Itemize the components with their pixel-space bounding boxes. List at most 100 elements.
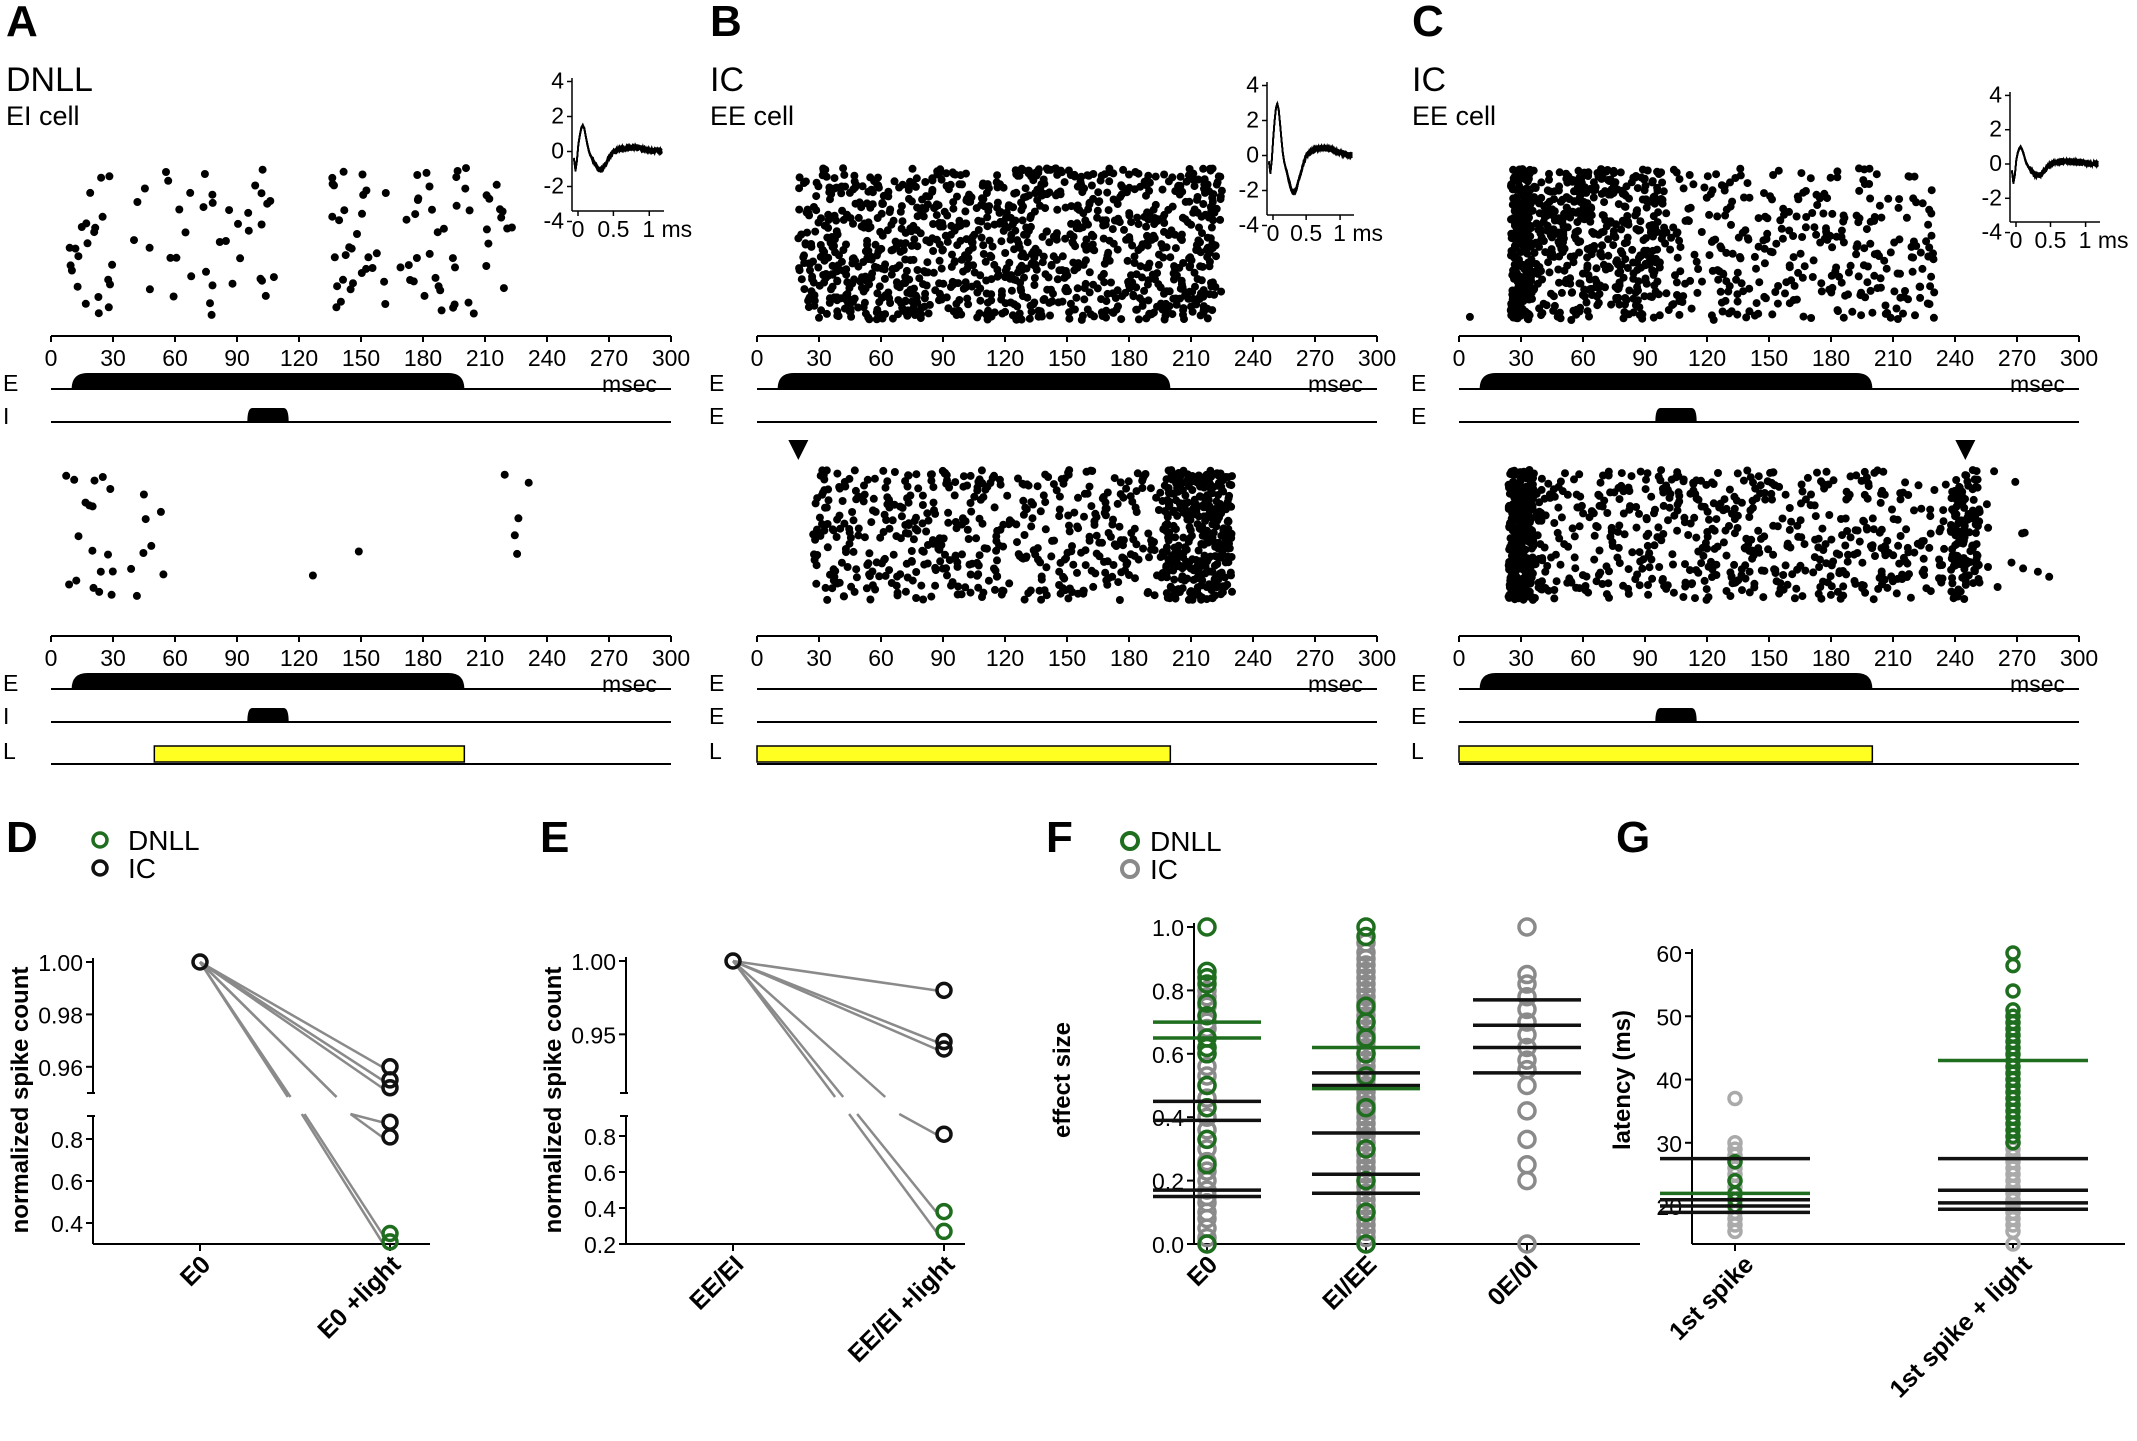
x-tick-label: 30 bbox=[806, 645, 832, 671]
spike-dot bbox=[1528, 569, 1537, 578]
spike-dot bbox=[1604, 176, 1613, 184]
x-tick-label: 30 bbox=[100, 345, 126, 371]
spike-dot bbox=[1968, 485, 1977, 494]
spike-dot bbox=[335, 216, 344, 225]
spike-dot bbox=[328, 173, 337, 182]
spike-dot bbox=[1137, 243, 1146, 252]
spike-dot bbox=[269, 273, 278, 282]
x-tick-label: 240 bbox=[528, 645, 566, 671]
spike-dot bbox=[1726, 568, 1735, 577]
spike-dot bbox=[411, 210, 420, 219]
spike-dot bbox=[1020, 193, 1028, 202]
spike-dot bbox=[889, 550, 898, 559]
spike-dot bbox=[1924, 220, 1933, 229]
spike-dot bbox=[1716, 499, 1725, 508]
data-point-ic bbox=[1356, 1215, 1376, 1235]
x-tick-label: 30 bbox=[806, 345, 832, 371]
spike-dot bbox=[524, 478, 533, 487]
y-tick-label: 1.00 bbox=[571, 949, 616, 975]
spike-dot bbox=[1614, 200, 1623, 209]
spike-dot bbox=[811, 227, 820, 236]
spike-dot bbox=[849, 254, 858, 263]
spike-dot bbox=[816, 531, 825, 540]
spike-dot bbox=[1587, 204, 1596, 213]
spike-dot bbox=[833, 267, 842, 276]
spike-dot bbox=[1058, 252, 1067, 261]
spike-dot bbox=[795, 173, 804, 182]
x-tick-label: EI/EE bbox=[1317, 1250, 1382, 1315]
spike-dot bbox=[1129, 535, 1138, 544]
spike-dot bbox=[1764, 545, 1773, 554]
spike-dot bbox=[1705, 515, 1713, 524]
data-point-ic bbox=[1356, 1145, 1376, 1165]
spike-dot bbox=[469, 309, 478, 318]
spike-dot bbox=[801, 239, 810, 248]
spike-dot bbox=[1889, 551, 1898, 560]
spike-dot bbox=[957, 590, 966, 599]
spike-dot bbox=[1808, 209, 1817, 217]
spike-dot bbox=[1168, 173, 1177, 182]
spike-dot bbox=[1904, 295, 1912, 304]
spike-dot bbox=[1833, 587, 1842, 596]
spike-dot bbox=[1752, 299, 1761, 308]
spike-dot bbox=[1070, 508, 1079, 517]
spike-dot bbox=[951, 553, 960, 562]
spike-dot bbox=[1641, 181, 1650, 190]
spike-dot bbox=[841, 545, 850, 553]
spike-dot bbox=[1123, 558, 1132, 567]
panel-title: IC bbox=[1412, 61, 1446, 99]
spike-dot bbox=[1521, 247, 1529, 256]
y-axis-label: latency (ms) bbox=[1609, 1010, 1636, 1150]
spike-dot bbox=[1038, 189, 1047, 197]
spike-dot bbox=[1052, 486, 1061, 495]
spike-dot bbox=[1085, 288, 1094, 297]
x-tick-label: 60 bbox=[162, 345, 188, 371]
y-tick-label: 50 bbox=[1656, 1004, 1682, 1030]
spike-dot bbox=[1525, 311, 1534, 320]
spike-dot bbox=[1549, 485, 1558, 494]
spike-dot bbox=[1522, 589, 1530, 598]
spike-dot bbox=[1927, 272, 1936, 281]
spike-dot bbox=[1561, 469, 1569, 478]
spike-dot bbox=[1075, 205, 1084, 214]
data-point-ic bbox=[1356, 1196, 1376, 1216]
spike-dot bbox=[961, 583, 970, 592]
spike-dot bbox=[133, 198, 142, 206]
spike-dot bbox=[1113, 499, 1122, 508]
spike-dot bbox=[983, 222, 992, 231]
data-point-ic bbox=[1517, 974, 1537, 994]
spike-dot bbox=[982, 276, 991, 285]
spike-dot bbox=[208, 198, 217, 207]
panel-subtitle: EE cell bbox=[710, 101, 794, 131]
spike-dot bbox=[1604, 471, 1613, 480]
spike-dot bbox=[1026, 212, 1035, 220]
spike-dot bbox=[888, 516, 897, 525]
spike-dot bbox=[1201, 569, 1210, 578]
spike-dot bbox=[1810, 223, 1819, 232]
spike-dot bbox=[929, 483, 938, 492]
spike-dot bbox=[1571, 564, 1580, 573]
spike-dot bbox=[1785, 207, 1793, 216]
spike-dot bbox=[814, 263, 823, 272]
spike-dot bbox=[1776, 216, 1785, 225]
spike-dot bbox=[420, 291, 429, 300]
spike-dot bbox=[414, 194, 423, 203]
spike-dot bbox=[896, 239, 905, 248]
spike-dot bbox=[1007, 286, 1016, 295]
spike-dot bbox=[1940, 544, 1949, 553]
spike-dot bbox=[1162, 287, 1171, 296]
spike-dot bbox=[1697, 559, 1706, 568]
spike-dot bbox=[1916, 282, 1925, 291]
spike-dot bbox=[885, 566, 894, 575]
spike-dot bbox=[1708, 573, 1716, 581]
spike-dot bbox=[1730, 560, 1739, 569]
data-point-ic bbox=[1517, 964, 1537, 985]
spike-dot bbox=[1166, 253, 1175, 262]
spike-dot bbox=[1520, 307, 1528, 316]
spike-dot bbox=[1518, 192, 1527, 200]
spike-dot bbox=[867, 273, 876, 282]
x-tick-label: 150 bbox=[342, 645, 380, 671]
spike-dot bbox=[977, 233, 986, 242]
spike-dot bbox=[879, 528, 888, 536]
stimulus-track-e: E bbox=[709, 370, 1377, 396]
